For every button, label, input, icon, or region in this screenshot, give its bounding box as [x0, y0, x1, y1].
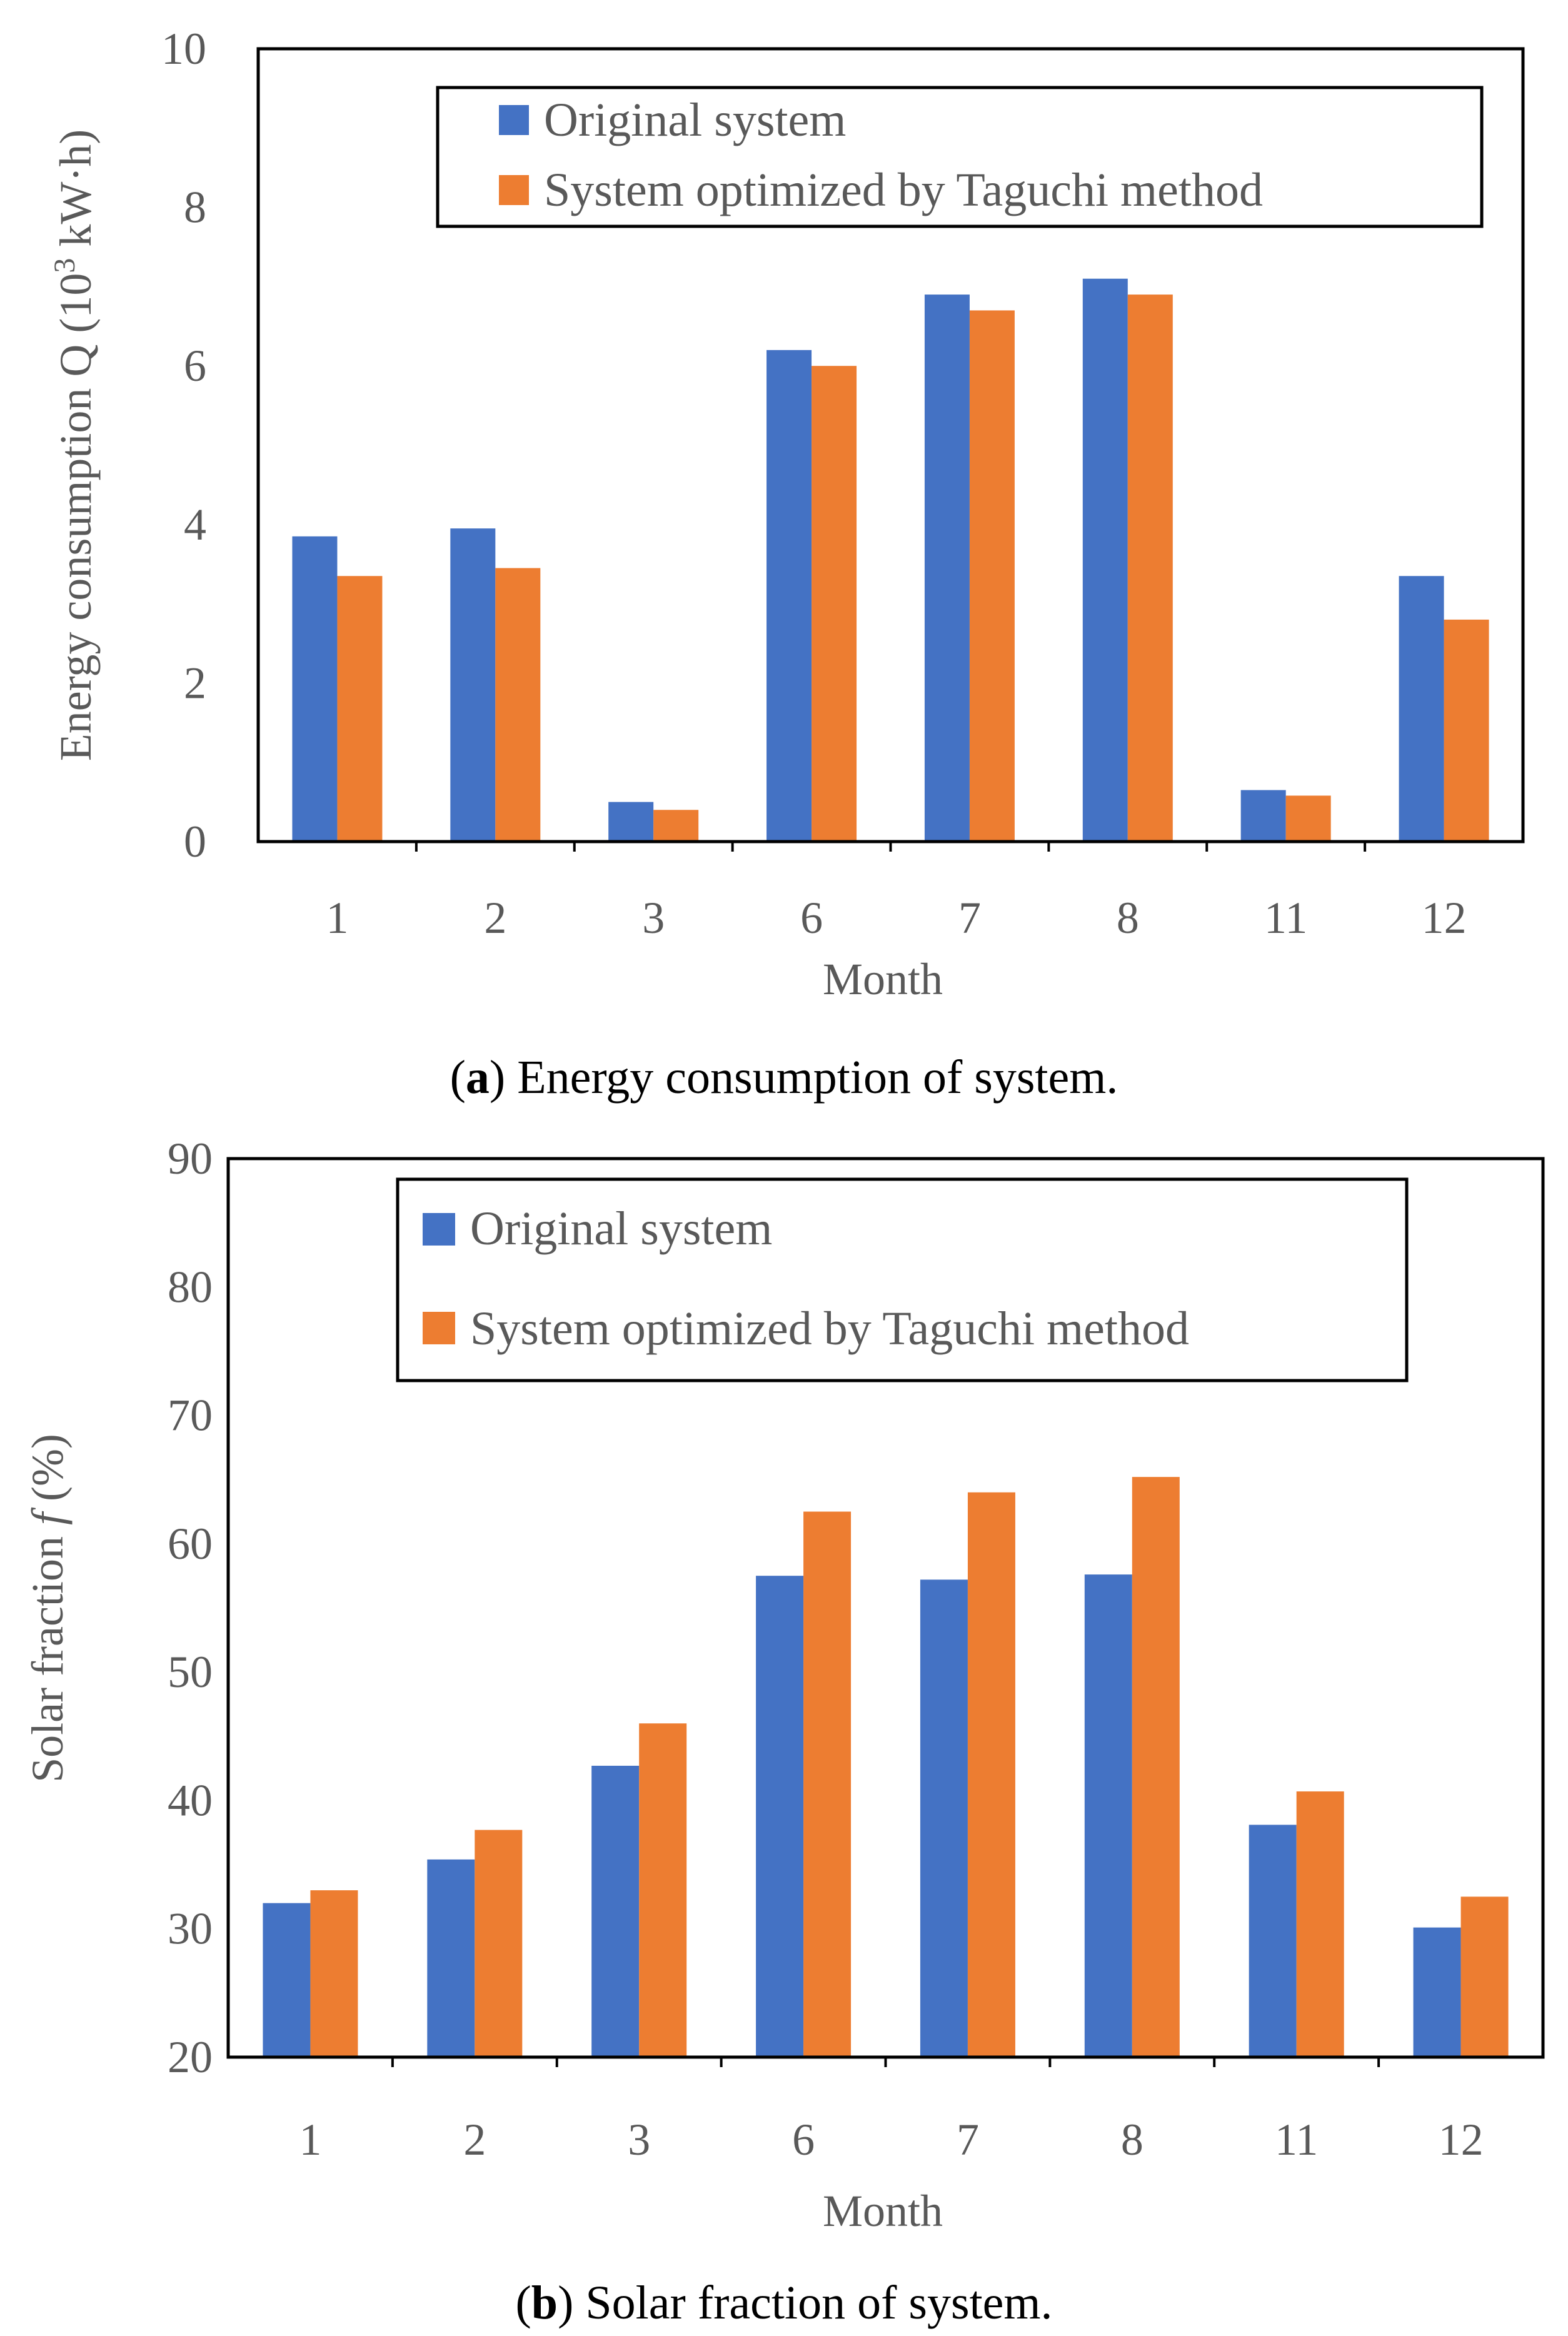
bar-original-month-8 — [1082, 278, 1128, 842]
y-tick-label: 40 — [168, 1775, 213, 1825]
chart-b-legend-swatch-original — [423, 1213, 455, 1246]
bar-optimized-month-3 — [653, 810, 699, 842]
chart-b-x-axis-title: Month — [823, 2186, 943, 2236]
chart-a-bars — [292, 278, 1489, 842]
bar-original-month-7 — [920, 1579, 968, 2057]
chart-b-legend-frame — [396, 1177, 1409, 1382]
x-tick-label: 2 — [484, 893, 506, 943]
bar-original-month-12 — [1413, 1927, 1461, 2057]
x-tick-label: 7 — [958, 893, 981, 943]
y-tick-label: 2 — [184, 658, 206, 708]
chart-b-x-ticks — [391, 2057, 1380, 2067]
x-tick-label: 8 — [1117, 893, 1139, 943]
y-tick-label: 4 — [184, 500, 206, 550]
chart-b-legend: Original system System optimized by Tagu… — [396, 1177, 1409, 1382]
bar-original-month-6 — [756, 1576, 804, 2057]
bar-optimized-month-11 — [1296, 1791, 1344, 2057]
chart-a-legend-swatch-original — [499, 105, 529, 135]
bar-optimized-month-1 — [310, 1890, 358, 2057]
bar-original-month-11 — [1249, 1825, 1297, 2057]
bar-original-month-1 — [263, 1903, 311, 2057]
chart-a-x-axis-title: Month — [823, 954, 943, 1004]
x-tick-label: 3 — [642, 893, 665, 943]
chart-a-y-axis-title: Energy consumption Q (103 kW·h) — [48, 129, 101, 762]
chart-a-legend: Original system System optimized by Tagu… — [436, 86, 1484, 228]
y-tick-label: 60 — [168, 1519, 213, 1569]
bar-optimized-month-11 — [1285, 795, 1331, 842]
x-tick-label: 3 — [628, 2115, 650, 2165]
chart-a-y-tick-labels: 0 2 4 6 8 10 — [161, 24, 206, 867]
bar-original-month-3 — [608, 802, 654, 842]
chart-a-legend-frame — [436, 86, 1484, 228]
bar-optimized-month-2 — [495, 568, 541, 842]
x-tick-label: 6 — [800, 893, 823, 943]
x-tick-label: 1 — [299, 2115, 321, 2165]
bar-original-month-3 — [591, 1766, 640, 2057]
chart-a-x-tick-labels: 1 2 3 6 7 8 11 12 — [326, 893, 1466, 943]
bar-optimized-month-6 — [812, 366, 857, 842]
x-tick-label: 11 — [1264, 893, 1307, 943]
bar-optimized-month-1 — [337, 576, 383, 842]
bar-optimized-month-2 — [475, 1830, 523, 2057]
bar-optimized-month-3 — [639, 1723, 687, 2057]
y-tick-label: 0 — [184, 817, 206, 867]
y-tick-label: 80 — [168, 1262, 213, 1312]
x-tick-label: 12 — [1422, 893, 1467, 943]
chart-b-legend-label-optimized: System optimized by Taguchi method — [470, 1302, 1189, 1355]
bar-optimized-month-8 — [1132, 1477, 1180, 2057]
bar-original-month-2 — [450, 528, 496, 842]
bar-original-month-8 — [1084, 1574, 1132, 2057]
bar-optimized-month-12 — [1444, 619, 1489, 842]
y-tick-label: 70 — [168, 1391, 213, 1441]
x-tick-label: 7 — [957, 2115, 979, 2165]
bar-optimized-month-7 — [967, 1492, 1015, 2057]
caption-a: (a) Energy consumption of system. — [450, 1051, 1118, 1104]
chart-a-legend-label-optimized: System optimized by Taguchi method — [544, 164, 1263, 216]
x-tick-label: 12 — [1439, 2115, 1484, 2165]
caption-b: (b) Solar fraction of system. — [515, 2277, 1053, 2329]
bar-original-month-11 — [1240, 790, 1286, 842]
bar-optimized-month-12 — [1460, 1896, 1509, 2057]
x-tick-label: 1 — [326, 893, 348, 943]
bar-original-month-1 — [292, 536, 338, 842]
x-tick-label: 6 — [792, 2115, 815, 2165]
bar-original-month-2 — [427, 1859, 475, 2057]
bar-optimized-month-8 — [1127, 295, 1173, 842]
chart-a-legend-label-original: Original system — [544, 94, 846, 146]
y-tick-label: 10 — [161, 24, 206, 74]
x-tick-label: 8 — [1121, 2115, 1143, 2165]
chart-b-bars — [263, 1477, 1509, 2057]
chart-b-y-tick-labels: 20 30 40 50 60 70 80 90 — [168, 1134, 213, 2082]
bar-original-month-7 — [924, 295, 970, 842]
chart-a-legend-swatch-optimized — [499, 175, 529, 205]
bar-original-month-6 — [766, 350, 812, 842]
y-tick-label: 6 — [184, 341, 206, 391]
bar-original-month-12 — [1399, 576, 1444, 842]
y-tick-label: 20 — [168, 2032, 213, 2082]
y-tick-label: 8 — [184, 183, 206, 233]
x-tick-label: 11 — [1275, 2115, 1318, 2165]
chart-b-legend-swatch-optimized — [423, 1312, 455, 1344]
bar-optimized-month-7 — [969, 310, 1015, 842]
chart-b-y-axis-title: Solar fraction f (%) — [23, 1434, 73, 1783]
x-tick-label: 2 — [463, 2115, 486, 2165]
chart-b-x-tick-labels: 1 2 3 6 7 8 11 12 — [299, 2115, 1483, 2165]
bar-optimized-month-6 — [803, 1511, 852, 2057]
y-tick-label: 90 — [168, 1134, 213, 1184]
y-tick-label: 30 — [168, 1904, 213, 1954]
y-tick-label: 50 — [168, 1647, 213, 1697]
chart-b-legend-label-original: Original system — [470, 1202, 772, 1255]
chart-a-x-ticks — [415, 842, 1367, 852]
